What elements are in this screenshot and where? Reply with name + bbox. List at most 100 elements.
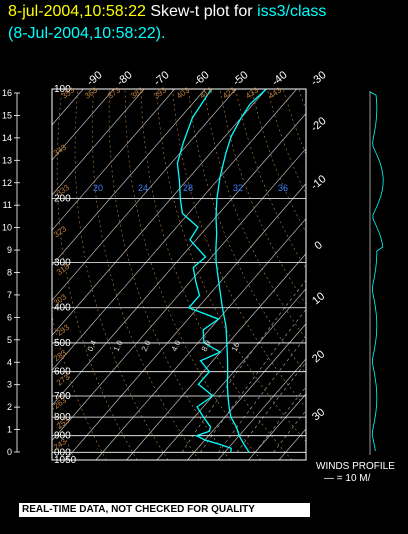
dry-adiabat-line — [378, 89, 408, 460]
isotherm-line — [65, 183, 306, 460]
mixing-ratio-label: 24 — [138, 183, 148, 193]
dry-adiabat-label: 293 — [55, 322, 72, 337]
height-tick-label: 1 — [7, 425, 12, 435]
height-tick-label: 14 — [2, 133, 12, 143]
station-name: iss3/class — [257, 3, 327, 20]
top-temperature-label: -80 — [115, 69, 135, 88]
dry-adiabat-line — [219, 89, 306, 305]
top-temperature-label: -30 — [309, 69, 329, 88]
height-tick-label: 11 — [3, 200, 12, 210]
height-tick-label: 12 — [2, 178, 12, 188]
mixing-ratio-label: 28 — [183, 183, 193, 193]
winds-profile-scale: — = 10 M/ — [324, 473, 371, 484]
isotherm-line — [52, 89, 145, 196]
pressure-tick-label: 000 — [54, 447, 71, 458]
dry-adiabat-line — [203, 89, 306, 340]
pressure-tick-label: 200 — [54, 193, 71, 204]
plot-frame — [51, 88, 307, 461]
dry-adiabat-label: 373 — [106, 85, 123, 100]
dry-adiabat-line — [298, 89, 306, 111]
skew-t-chart: 1002003004005006007008009000001050161514… — [2, 69, 408, 466]
height-tick-label: 6 — [7, 312, 12, 322]
dry-adiabat-line — [362, 89, 408, 460]
height-tick-label: 0 — [7, 447, 12, 457]
isotherm-line — [310, 89, 408, 460]
height-tick-label: 3 — [7, 380, 12, 390]
title-line-1: 8-jul-2004,10:58:22 Skew-t plot for iss3… — [8, 3, 326, 21]
top-temperature-label: -90 — [85, 69, 105, 88]
sounding-line-temperature — [215, 89, 267, 453]
pressure-tick-label: 900 — [54, 431, 71, 442]
isotherm-line — [52, 89, 206, 266]
isotherm-line — [52, 89, 176, 231]
height-tick-label: 8 — [7, 268, 12, 278]
dry-adiabat-line — [108, 89, 231, 460]
height-tick-label: 16 — [2, 88, 12, 98]
top-temperature-label: -50 — [231, 69, 251, 88]
dry-adiabat-line — [56, 89, 138, 460]
right-temperature-label: 20 — [310, 348, 327, 365]
dry-adiabat-label: 413 — [198, 85, 215, 100]
height-tick-label: 13 — [2, 155, 12, 165]
pressure-tick-label: 500 — [54, 338, 71, 349]
right-temperature-label: -10 — [309, 173, 329, 192]
isotherm-line — [52, 89, 267, 336]
dry-adiabat-line — [282, 89, 306, 156]
quality-warning: REAL-TIME DATA, NOT CHECKED FOR QUALITY — [19, 503, 310, 517]
height-tick-label: 2 — [7, 402, 12, 412]
isotherm-line — [217, 358, 306, 460]
right-temperature-label: -20 — [309, 115, 329, 134]
winds-profile-trace — [369, 91, 384, 452]
dry-adiabat-line — [156, 89, 306, 442]
pressure-tick-label: 1050 — [54, 455, 77, 466]
isotherm-line — [52, 89, 84, 126]
dry-adiabat-line — [172, 89, 306, 408]
isotherm-line — [52, 112, 306, 406]
mixing-ratio-label: 16 — [230, 340, 242, 352]
mixing-ratio-label: 1.0 — [112, 338, 125, 352]
dry-adiabat-label: 403 — [175, 85, 192, 100]
dry-adiabat-line — [346, 89, 408, 460]
dry-adiabat-line — [74, 89, 169, 460]
height-tick-label: 4 — [7, 357, 12, 367]
pressure-tick-label: 700 — [54, 391, 71, 402]
winds-profile-label: WINDS PROFILE — [316, 461, 395, 472]
height-tick-label: 5 — [7, 335, 12, 345]
height-tick-label: 10 — [2, 223, 12, 233]
sounding-datetime: 8-jul-2004,10:58:22 — [8, 3, 146, 20]
plot-area — [52, 89, 408, 460]
height-tick-label: 9 — [7, 245, 12, 255]
dry-adiabat-line — [235, 89, 306, 270]
plot-title-prefix: Skew-t plot for — [150, 3, 253, 20]
mixing-ratio-label: 36 — [278, 183, 288, 193]
mixing-ratio-label: 4.0 — [170, 338, 183, 352]
mixing-ratio-label: 32 — [233, 183, 243, 193]
run-timestamp: (8-Jul-2004,10:58:22). — [8, 25, 166, 42]
isotherm-line — [52, 89, 115, 161]
isotherm-line — [187, 323, 306, 460]
isotherm-line — [52, 89, 298, 371]
pressure-tick-label: 400 — [54, 303, 71, 314]
isotherm-line — [52, 147, 306, 441]
top-temperature-label: -40 — [270, 69, 290, 88]
height-tick-label: 15 — [2, 110, 12, 120]
dry-adiabat-label: 363 — [83, 85, 100, 100]
pressure-tick-label: 300 — [54, 257, 71, 268]
dry-adiabat-label: 343 — [52, 142, 69, 157]
isotherm-line — [248, 393, 306, 460]
sounding-line-dewpoint — [176, 89, 232, 453]
isotherm-line — [156, 288, 306, 460]
dry-adiabat-label: 423 — [221, 85, 238, 100]
dry-adiabat-line — [124, 89, 262, 460]
isotherm-line — [126, 253, 306, 460]
isotherm-line — [52, 89, 237, 301]
pressure-tick-label: 800 — [54, 412, 71, 423]
dry-adiabat-label: 443 — [267, 85, 284, 100]
mixing-ratio-label: 0.4 — [86, 338, 99, 352]
dry-adiabat-line — [251, 89, 306, 233]
dry-adiabat-line — [52, 404, 76, 460]
dry-adiabat-label: 323 — [52, 224, 69, 239]
dry-adiabat-label: 383 — [129, 85, 146, 100]
pressure-tick-label: 600 — [54, 367, 71, 378]
dry-adiabat-label: 393 — [152, 85, 169, 100]
